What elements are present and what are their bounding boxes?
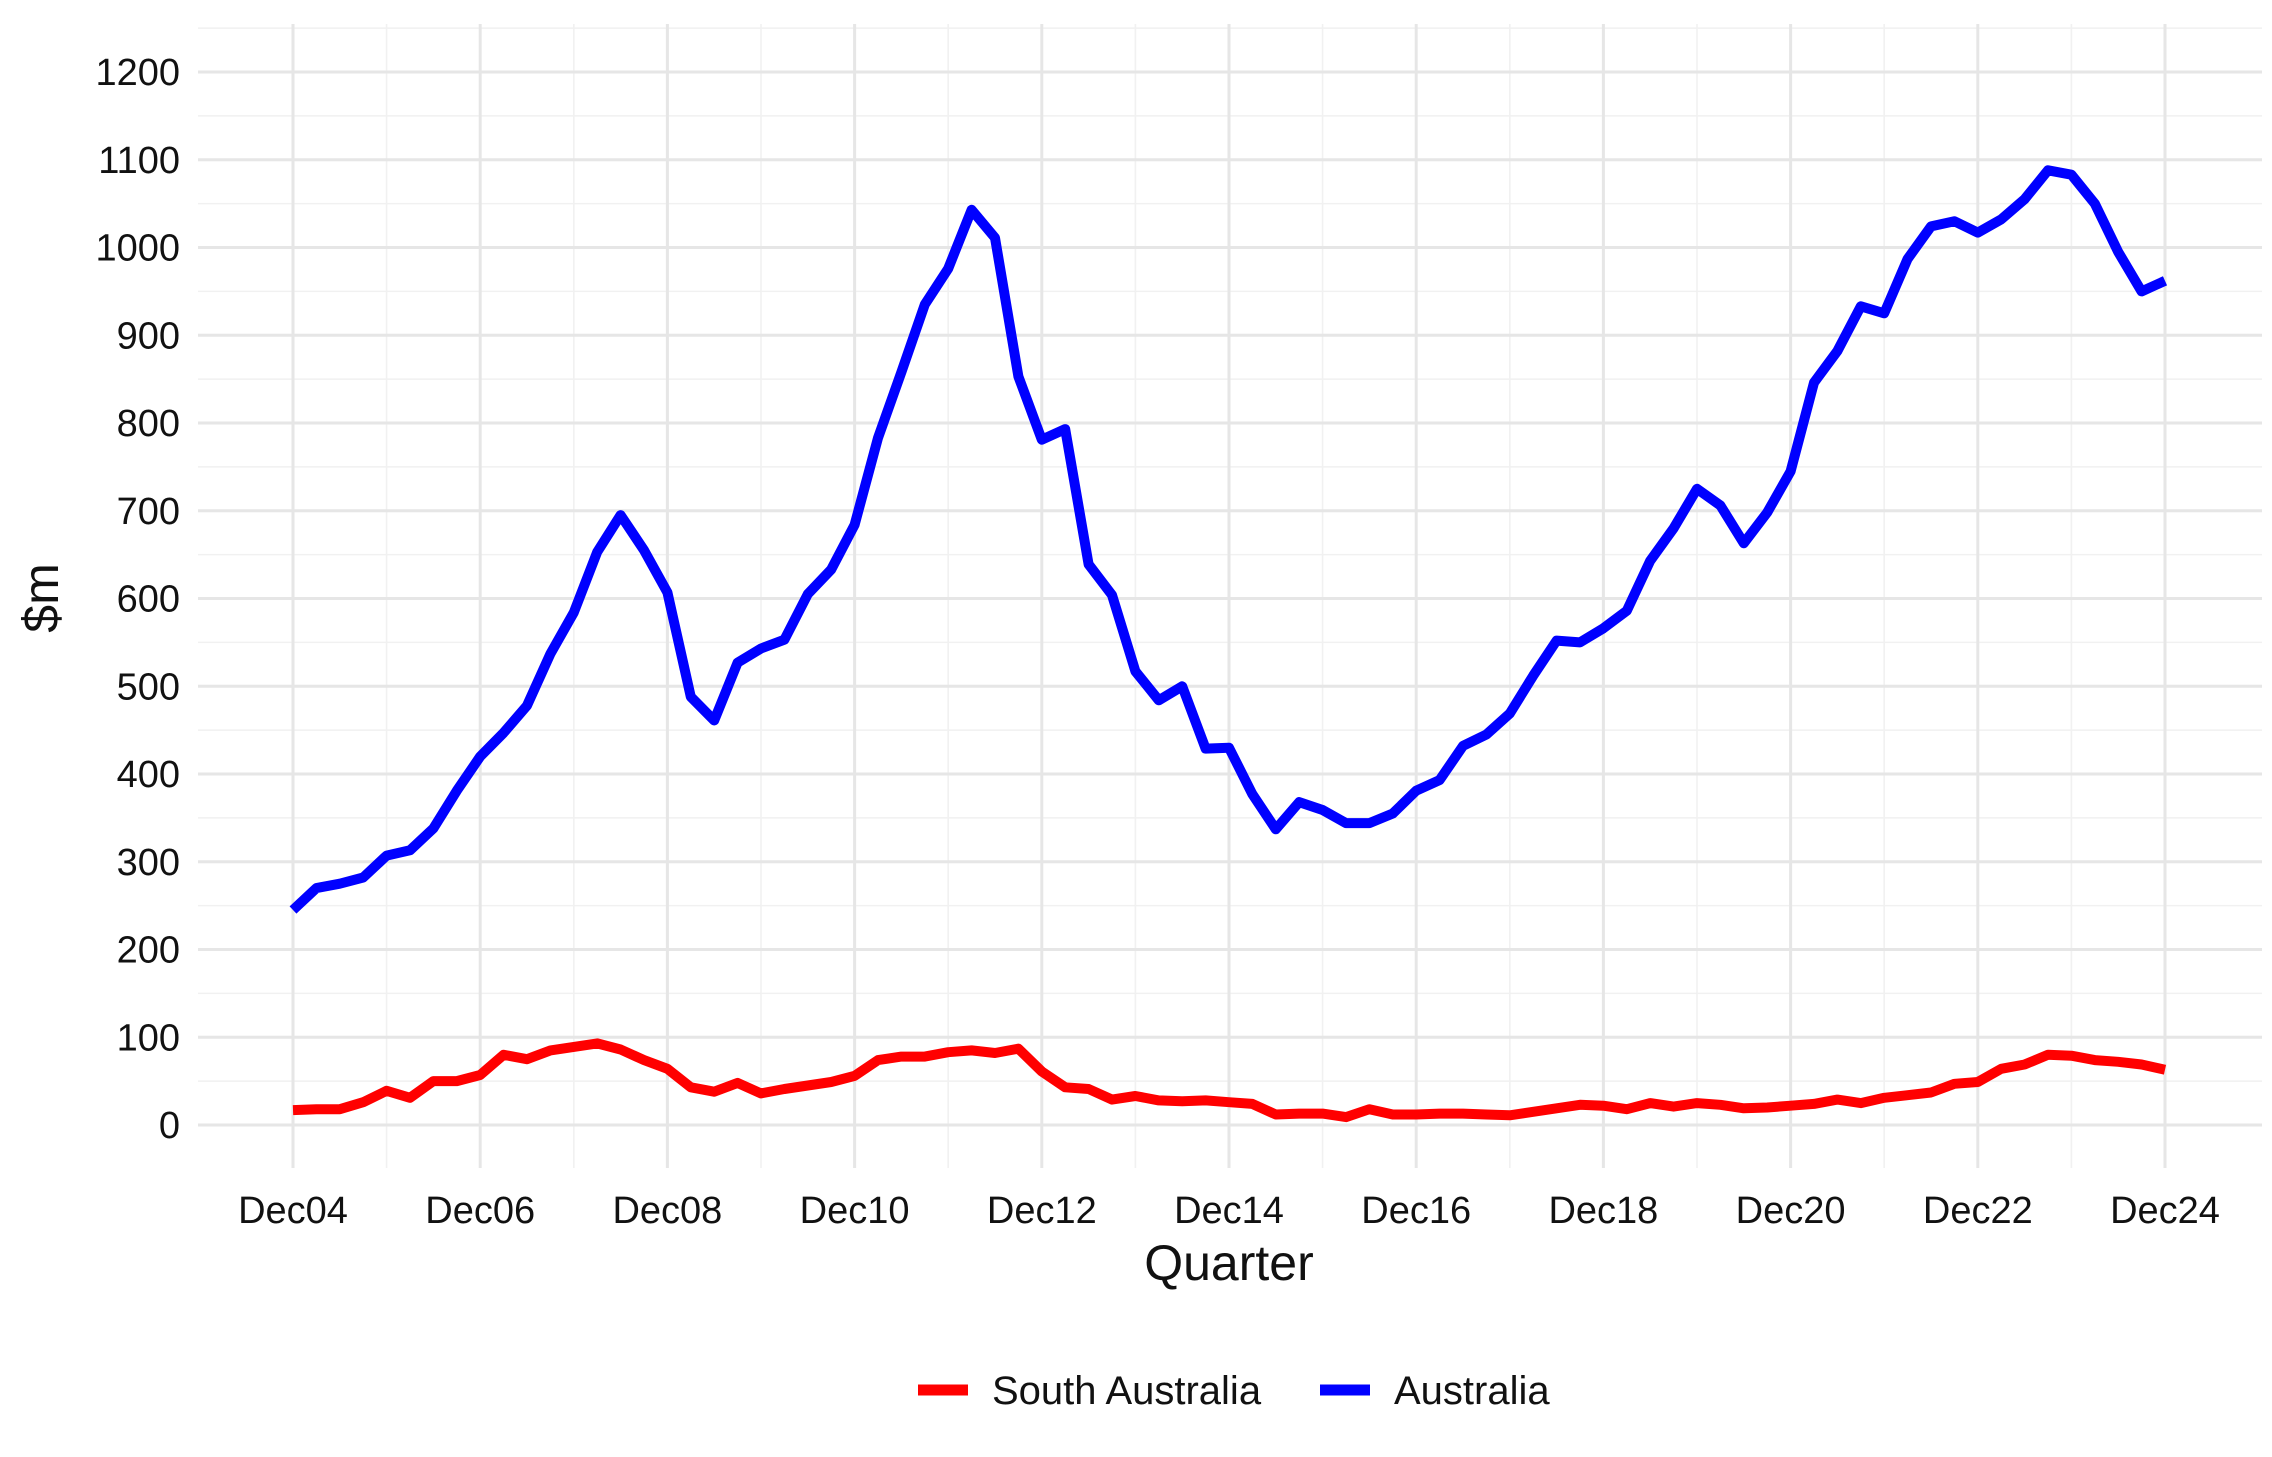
x-tick-label: Dec16 — [1361, 1190, 1471, 1232]
y-tick-label: 500 — [117, 666, 180, 708]
y-tick-label: 0 — [159, 1105, 180, 1147]
y-tick-label: 300 — [117, 842, 180, 884]
x-axis-tick-labels: Dec04 Dec06 Dec08 Dec10 Dec12 Dec14 Dec16 Dec18… — [238, 1190, 2220, 1232]
series-line-south-australia — [292, 1038, 2167, 1123]
y-tick-label: 700 — [117, 491, 180, 533]
y-axis-title: $m — [13, 563, 69, 632]
y-tick-label: 600 — [117, 579, 180, 621]
x-axis-title: Quarter — [1144, 1235, 1314, 1291]
x-tick-label: Dec24 — [2110, 1190, 2220, 1232]
series-line-australia — [289, 165, 2168, 914]
legend: South Australia Australia — [918, 1369, 1550, 1413]
y-tick-label: 1100 — [98, 140, 180, 182]
y-tick-label: 900 — [117, 315, 180, 357]
x-tick-label: Dec06 — [425, 1190, 535, 1232]
y-axis-tick-labels: 0 100 200 300 400 500 600 700 800 900 1000 1100 1200 — [95, 52, 180, 1147]
x-tick-label: Dec20 — [1736, 1190, 1846, 1232]
x-tick-label: Dec22 — [1923, 1190, 2033, 1232]
y-tick-label: 200 — [117, 930, 180, 972]
x-tick-label: Dec12 — [987, 1190, 1097, 1232]
x-tick-label: Dec14 — [1174, 1190, 1284, 1232]
x-tick-label: Dec08 — [612, 1190, 722, 1232]
gridlines — [198, 24, 2262, 1168]
x-tick-label: Dec04 — [238, 1190, 348, 1232]
series-lines — [289, 165, 2168, 1123]
y-tick-label: 1000 — [95, 228, 180, 270]
y-tick-label: 100 — [117, 1017, 180, 1059]
y-tick-label: 800 — [117, 403, 180, 445]
x-tick-label: Dec10 — [800, 1190, 910, 1232]
legend-label-south-australia: South Australia — [992, 1369, 1262, 1413]
y-tick-label: 1200 — [95, 52, 180, 94]
y-tick-label: 400 — [117, 754, 180, 796]
legend-label-australia: Australia — [1394, 1369, 1550, 1413]
x-tick-label: Dec18 — [1548, 1190, 1658, 1232]
